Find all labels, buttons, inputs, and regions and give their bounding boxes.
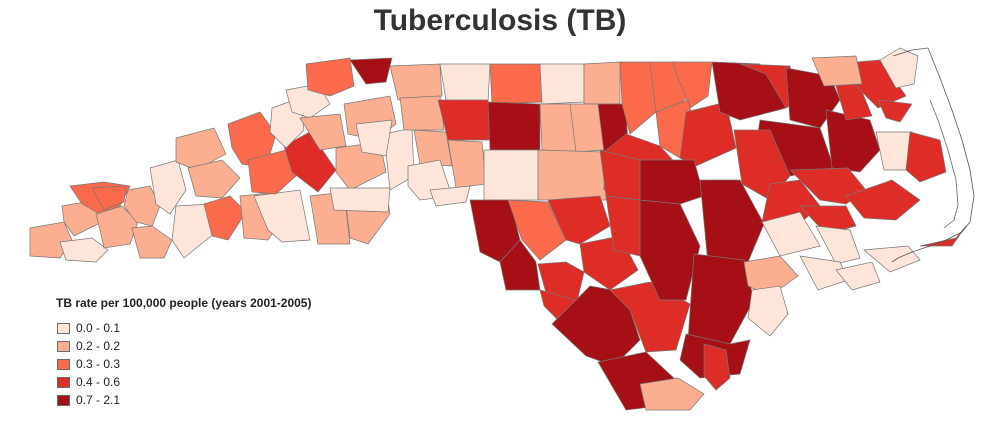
- county-region: [149, 159, 187, 215]
- county-region: [487, 101, 541, 151]
- county-region: [699, 179, 765, 265]
- county-region: [131, 225, 173, 259]
- county-region: [639, 377, 705, 411]
- county-region: [399, 95, 445, 131]
- legend-title: TB rate per 100,000 people (years 2001-2…: [56, 296, 312, 310]
- county-region: [711, 61, 787, 121]
- county-region: [825, 109, 881, 173]
- county-region: [919, 225, 967, 247]
- legend-swatch: [57, 394, 70, 406]
- legend-item: 0.3 - 0.3: [57, 355, 311, 373]
- county-region: [877, 99, 913, 123]
- map-title: Tuberculosis (TB): [373, 4, 627, 37]
- legend-item: 0.2 - 0.2: [57, 337, 311, 355]
- county-region: [671, 61, 713, 109]
- county-region: [429, 185, 471, 207]
- county-region: [835, 261, 881, 291]
- county-region: [59, 237, 109, 263]
- county-region: [439, 63, 491, 103]
- legend-label: 0.2 - 0.2: [76, 339, 121, 353]
- legend-item: 0.7 - 2.1: [57, 391, 311, 409]
- county-region: [761, 211, 821, 257]
- county-region: [447, 139, 487, 189]
- legend-swatch: [57, 376, 70, 388]
- county-region: [389, 63, 443, 101]
- county-region: [905, 131, 947, 183]
- county-region: [299, 113, 347, 151]
- county-region: [743, 255, 799, 297]
- county-region: [355, 119, 393, 157]
- county-region: [703, 343, 731, 391]
- county-region: [583, 61, 621, 105]
- county-region: [349, 57, 393, 85]
- legend-item: 0.0 - 0.1: [57, 319, 311, 337]
- county-region: [91, 185, 127, 211]
- legend-swatch: [57, 358, 70, 370]
- map-legend: TB rate per 100,000 people (years 2001-2…: [56, 296, 311, 409]
- county-region: [537, 149, 607, 201]
- legend-item: 0.4 - 0.6: [57, 373, 311, 391]
- county-region: [815, 225, 861, 265]
- county-region: [879, 47, 919, 89]
- county-region: [483, 149, 541, 201]
- legend-label: 0.0 - 0.1: [76, 321, 121, 335]
- county-region: [95, 205, 139, 249]
- county-region: [639, 159, 705, 205]
- county-region: [539, 63, 585, 105]
- legend-swatch: [57, 322, 70, 334]
- county-region: [799, 205, 857, 235]
- county-region: [247, 149, 297, 195]
- coastline-outline: [891, 47, 975, 263]
- county-region: [203, 195, 247, 241]
- county-region: [845, 179, 921, 221]
- county-region: [283, 131, 337, 193]
- county-region: [253, 189, 311, 243]
- legend-label: 0.7 - 2.1: [76, 393, 121, 407]
- county-region: [863, 245, 921, 273]
- county-region: [811, 55, 863, 87]
- county-region: [551, 285, 641, 367]
- county-region: [305, 57, 355, 97]
- county-region: [187, 159, 241, 199]
- county-region: [413, 129, 453, 167]
- legend-label: 0.3 - 0.3: [76, 357, 121, 371]
- county-region: [329, 187, 391, 213]
- county-region: [747, 285, 789, 337]
- county-region: [619, 61, 657, 135]
- legend-swatch: [57, 340, 70, 352]
- county-region: [507, 199, 567, 261]
- county-region: [599, 149, 641, 201]
- county-regions: [29, 47, 967, 411]
- county-region: [489, 63, 543, 105]
- county-region: [687, 253, 755, 345]
- legend-label: 0.4 - 0.6: [76, 375, 121, 389]
- outer-banks-outline: [929, 99, 959, 229]
- county-region: [175, 127, 227, 171]
- county-region: [547, 195, 611, 245]
- county-region: [499, 239, 541, 291]
